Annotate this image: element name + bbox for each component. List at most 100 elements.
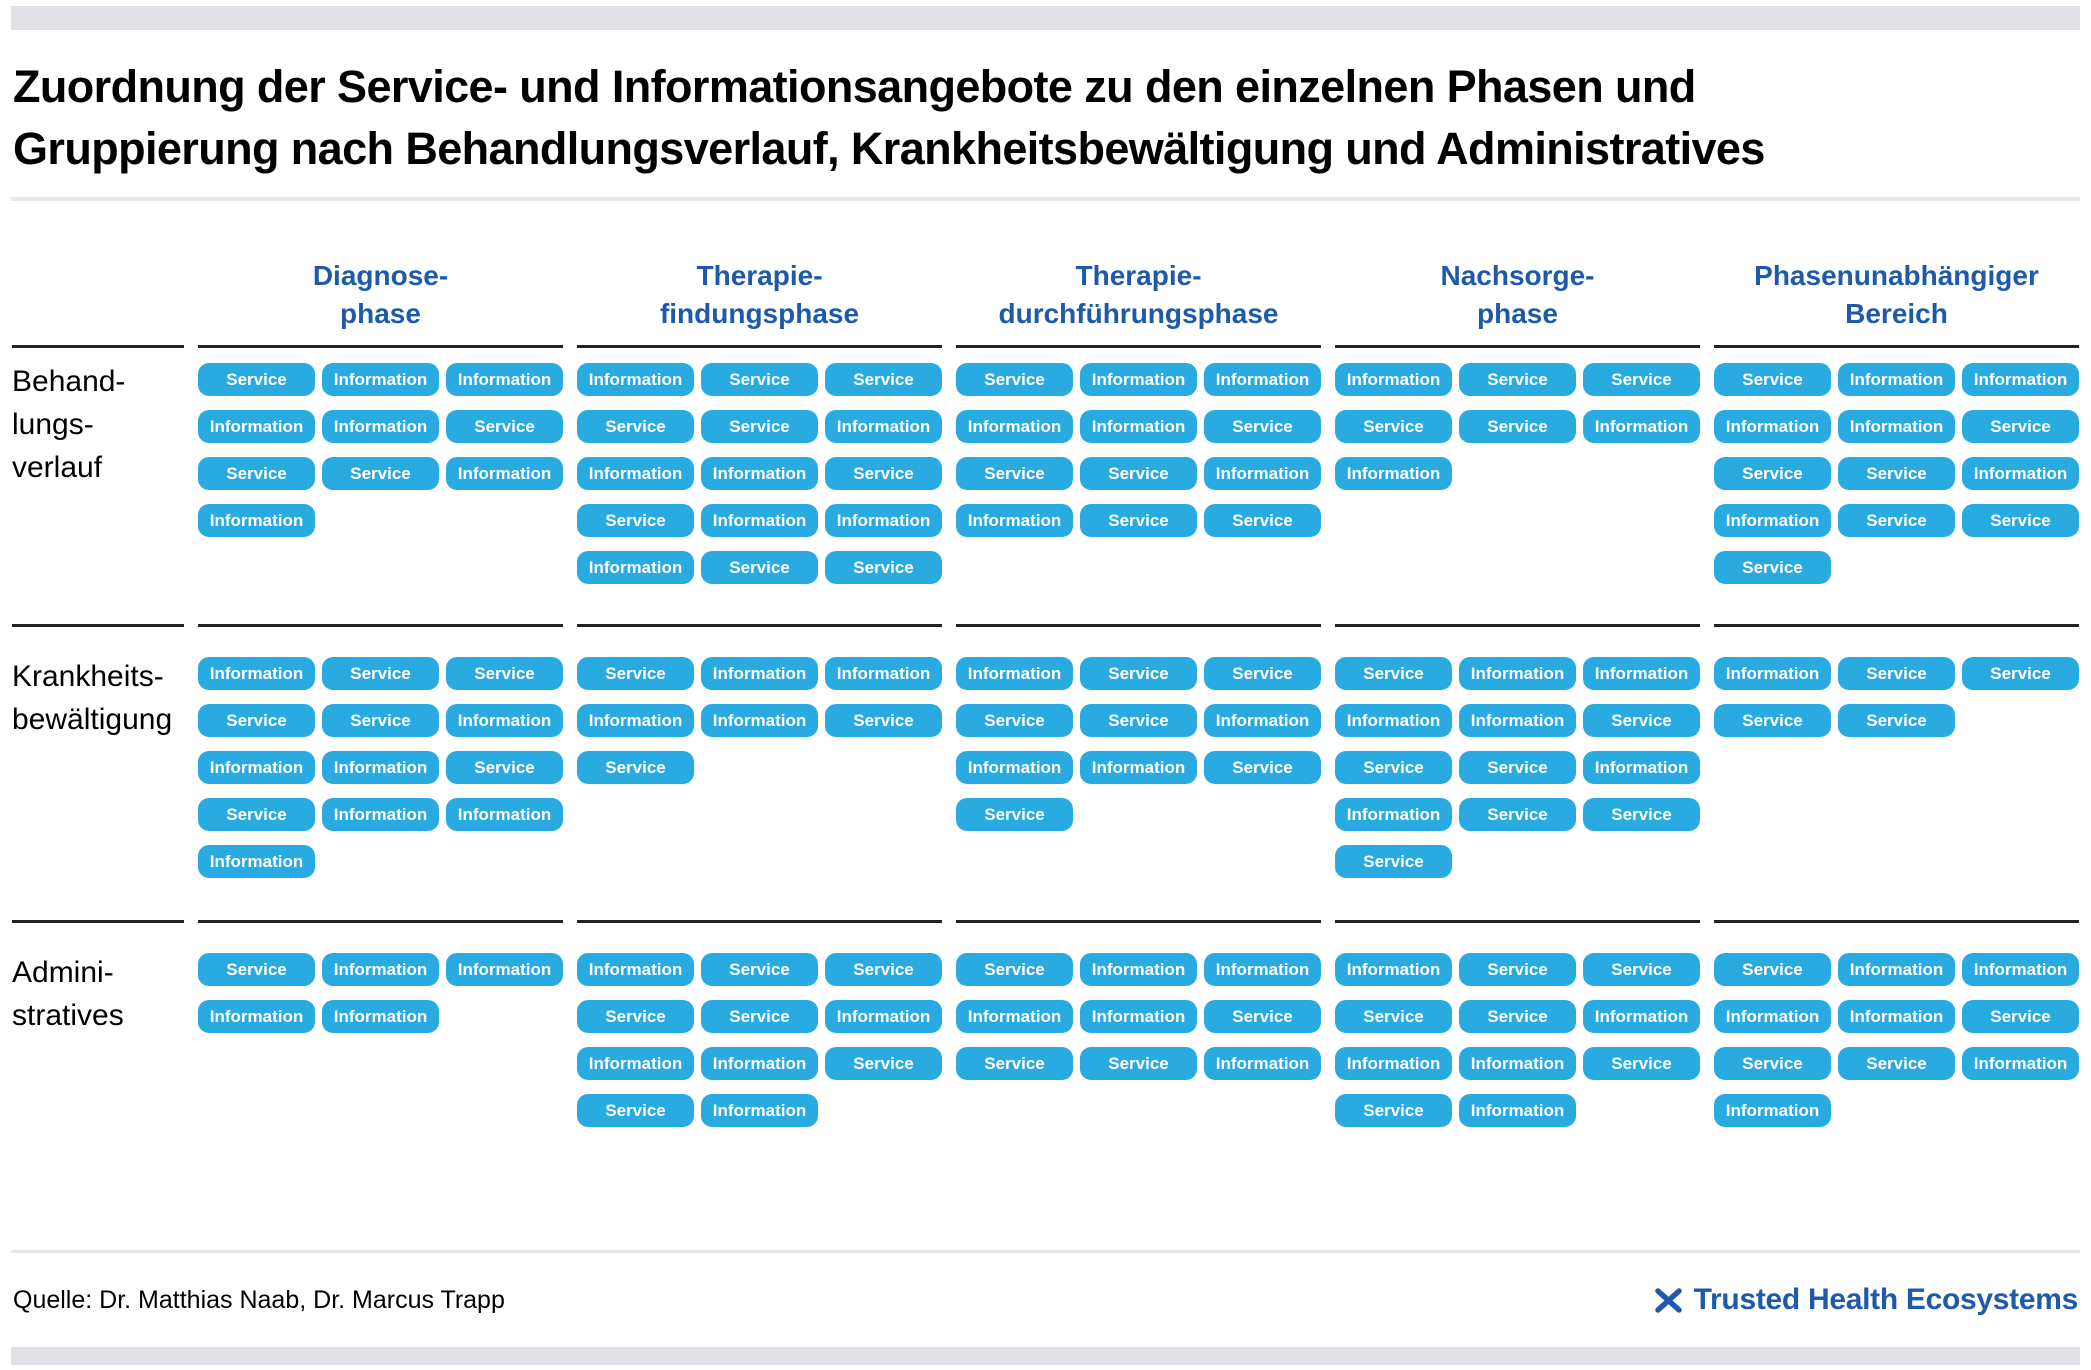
badge-information: Information xyxy=(577,953,694,986)
badge-information: Information xyxy=(577,551,694,584)
badge-service: Service xyxy=(1838,457,1955,490)
column-header-line: Bereich xyxy=(1845,298,1948,329)
row-label-administratives: Admini-stratives xyxy=(12,920,184,1250)
badge-service: Service xyxy=(1583,704,1700,737)
badge-service: Service xyxy=(1838,657,1955,690)
badge-information: Information xyxy=(1583,751,1700,784)
cell-krankheitsbewaeltigung-nachsorge: Service Information Information Information… xyxy=(1335,624,1700,920)
row-label-line: Behand- xyxy=(12,365,126,398)
badge-information: Information xyxy=(956,1000,1073,1033)
badge-service: Service xyxy=(1080,457,1197,490)
badge-information: Information xyxy=(1714,504,1831,537)
badge-service: Service xyxy=(198,953,315,986)
asterisk-logo-icon xyxy=(1654,1283,1682,1317)
column-header-therapiefindung: Therapie-findungsphase xyxy=(577,257,942,345)
badge-information: Information xyxy=(1080,1000,1197,1033)
badge-service: Service xyxy=(1204,504,1321,537)
column-header-phasenunabhaengig: Phasenunabhängiger Bereich xyxy=(1714,257,2079,345)
badge-service: Service xyxy=(1962,410,2079,443)
badge-information: Information xyxy=(1714,410,1831,443)
cell-behandlungsverlauf-therapiefindung: Information Service Service Service Service I… xyxy=(577,345,942,624)
badge-service: Service xyxy=(1080,704,1197,737)
badge-information: Information xyxy=(1838,363,1955,396)
row-label-behandlungsverlauf: Behand-lungs-verlauf xyxy=(12,345,184,624)
badge-information: Information xyxy=(1583,657,1700,690)
badge-service: Service xyxy=(825,457,942,490)
badge-information: Information xyxy=(198,845,315,878)
badge-information: Information xyxy=(322,751,439,784)
badge-service: Service xyxy=(446,751,563,784)
badge-service: Service xyxy=(1838,504,1955,537)
badge-service: Service xyxy=(446,410,563,443)
column-header-diagnose: Diagnose-phase xyxy=(198,257,563,345)
row-label-line: Admini- xyxy=(12,956,114,989)
column-header-line: phase xyxy=(1477,298,1558,329)
column-header-line: Phasenunabhängiger xyxy=(1754,260,2039,291)
badge-service: Service xyxy=(322,657,439,690)
cell-krankheitsbewaeltigung-therapiefindung: Service Information Information Information… xyxy=(577,624,942,920)
row-band-behandlungsverlauf: Behand-lungs-verlauf Service Information In… xyxy=(12,345,2079,624)
badge-service: Service xyxy=(956,1047,1073,1080)
footer: Quelle: Dr. Matthias Naab, Dr. Marcus Tr… xyxy=(13,1253,2078,1347)
badge-information: Information xyxy=(577,457,694,490)
badge-information: Information xyxy=(701,1094,818,1127)
badge-service: Service xyxy=(1714,704,1831,737)
badge-information: Information xyxy=(1962,363,2079,396)
badge-information: Information xyxy=(701,704,818,737)
badge-service: Service xyxy=(1583,798,1700,831)
footer-divider xyxy=(11,1250,2080,1253)
cell-behandlungsverlauf-phasenunabhaengig: Service Information Information Information… xyxy=(1714,345,2079,624)
badge-service: Service xyxy=(1335,751,1452,784)
badge-information: Information xyxy=(956,657,1073,690)
badge-service: Service xyxy=(1714,457,1831,490)
badge-information: Information xyxy=(1459,704,1576,737)
badge-information: Information xyxy=(198,657,315,690)
badge-service: Service xyxy=(825,551,942,584)
row-label-line: stratives xyxy=(12,999,124,1032)
badge-information: Information xyxy=(1459,1094,1576,1127)
badge-information: Information xyxy=(446,363,563,396)
column-headers: Diagnose-phase Therapie-findungsphase Ther… xyxy=(12,201,2079,345)
badge-information: Information xyxy=(577,1047,694,1080)
column-header-line: phase xyxy=(340,298,421,329)
badge-service: Service xyxy=(701,363,818,396)
page-title-line2: Gruppierung nach Behandlungsverlauf, Kra… xyxy=(13,123,1765,174)
cell-administratives-therapiefindung: Information Service Service Service Service I… xyxy=(577,920,942,1250)
badge-service: Service xyxy=(956,363,1073,396)
row-label-line: bewältigung xyxy=(12,703,173,736)
badge-information: Information xyxy=(1335,457,1452,490)
badge-information: Information xyxy=(1204,704,1321,737)
badge-service: Service xyxy=(577,504,694,537)
badge-service: Service xyxy=(198,457,315,490)
badge-information: Information xyxy=(198,751,315,784)
badge-information: Information xyxy=(1080,410,1197,443)
badge-service: Service xyxy=(1080,1047,1197,1080)
badge-information: Information xyxy=(701,504,818,537)
cell-behandlungsverlauf-nachsorge: Information Service Service Service Service I… xyxy=(1335,345,1700,624)
badge-information: Information xyxy=(956,504,1073,537)
title-divider xyxy=(11,197,2080,201)
badge-service: Service xyxy=(577,1094,694,1127)
badge-service: Service xyxy=(577,751,694,784)
cell-administratives-nachsorge: Information Service Service Service Service I… xyxy=(1335,920,1700,1250)
badge-service: Service xyxy=(322,457,439,490)
badge-service: Service xyxy=(701,953,818,986)
page-title-line1: Zuordnung der Service- und Informationsa… xyxy=(13,61,1696,112)
column-header-line: Diagnose- xyxy=(312,260,449,291)
cell-behandlungsverlauf-diagnose: Service Information Information Information… xyxy=(198,345,563,624)
badge-service: Service xyxy=(1080,657,1197,690)
badge-service: Service xyxy=(1714,953,1831,986)
badge-service: Service xyxy=(956,457,1073,490)
badge-service: Service xyxy=(1962,1000,2079,1033)
badge-information: Information xyxy=(1459,1047,1576,1080)
badge-service: Service xyxy=(322,704,439,737)
badge-information: Information xyxy=(1838,410,1955,443)
badge-service: Service xyxy=(577,657,694,690)
badge-information: Information xyxy=(1838,1000,1955,1033)
badge-information: Information xyxy=(1335,798,1452,831)
badge-information: Information xyxy=(1204,457,1321,490)
badge-information: Information xyxy=(198,504,315,537)
cell-administratives-durchfuehrung: Service Information Information Information… xyxy=(956,920,1321,1250)
badge-information: Information xyxy=(825,410,942,443)
badge-service: Service xyxy=(1335,657,1452,690)
